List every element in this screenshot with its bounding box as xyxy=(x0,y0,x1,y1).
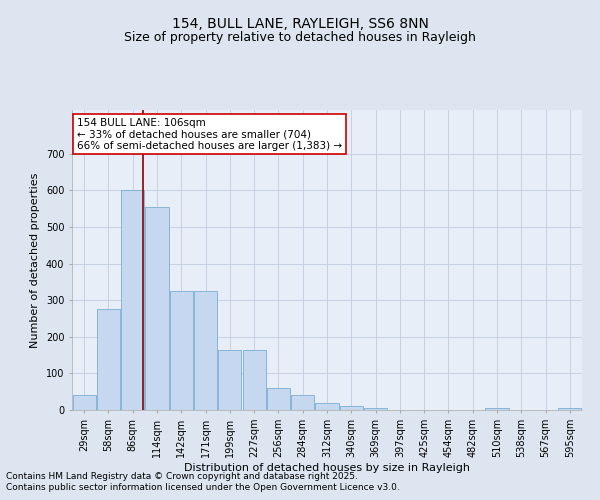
Bar xyxy=(73,396,95,410)
Bar xyxy=(316,402,338,410)
Text: Size of property relative to detached houses in Rayleigh: Size of property relative to detached ho… xyxy=(124,31,476,44)
Bar xyxy=(170,291,193,410)
Bar xyxy=(145,207,169,410)
Bar xyxy=(218,350,241,410)
Bar xyxy=(267,388,290,410)
Bar xyxy=(340,406,363,410)
Bar xyxy=(291,396,314,410)
Bar xyxy=(364,408,387,410)
Bar xyxy=(121,190,144,410)
Bar xyxy=(242,350,266,410)
Bar xyxy=(194,291,217,410)
Bar xyxy=(97,310,120,410)
Bar xyxy=(559,408,581,410)
Text: Contains public sector information licensed under the Open Government Licence v3: Contains public sector information licen… xyxy=(6,484,400,492)
Bar xyxy=(485,408,509,410)
Y-axis label: Number of detached properties: Number of detached properties xyxy=(31,172,40,348)
Text: 154, BULL LANE, RAYLEIGH, SS6 8NN: 154, BULL LANE, RAYLEIGH, SS6 8NN xyxy=(172,18,428,32)
X-axis label: Distribution of detached houses by size in Rayleigh: Distribution of detached houses by size … xyxy=(184,462,470,472)
Text: Contains HM Land Registry data © Crown copyright and database right 2025.: Contains HM Land Registry data © Crown c… xyxy=(6,472,358,481)
Text: 154 BULL LANE: 106sqm
← 33% of detached houses are smaller (704)
66% of semi-det: 154 BULL LANE: 106sqm ← 33% of detached … xyxy=(77,118,342,150)
